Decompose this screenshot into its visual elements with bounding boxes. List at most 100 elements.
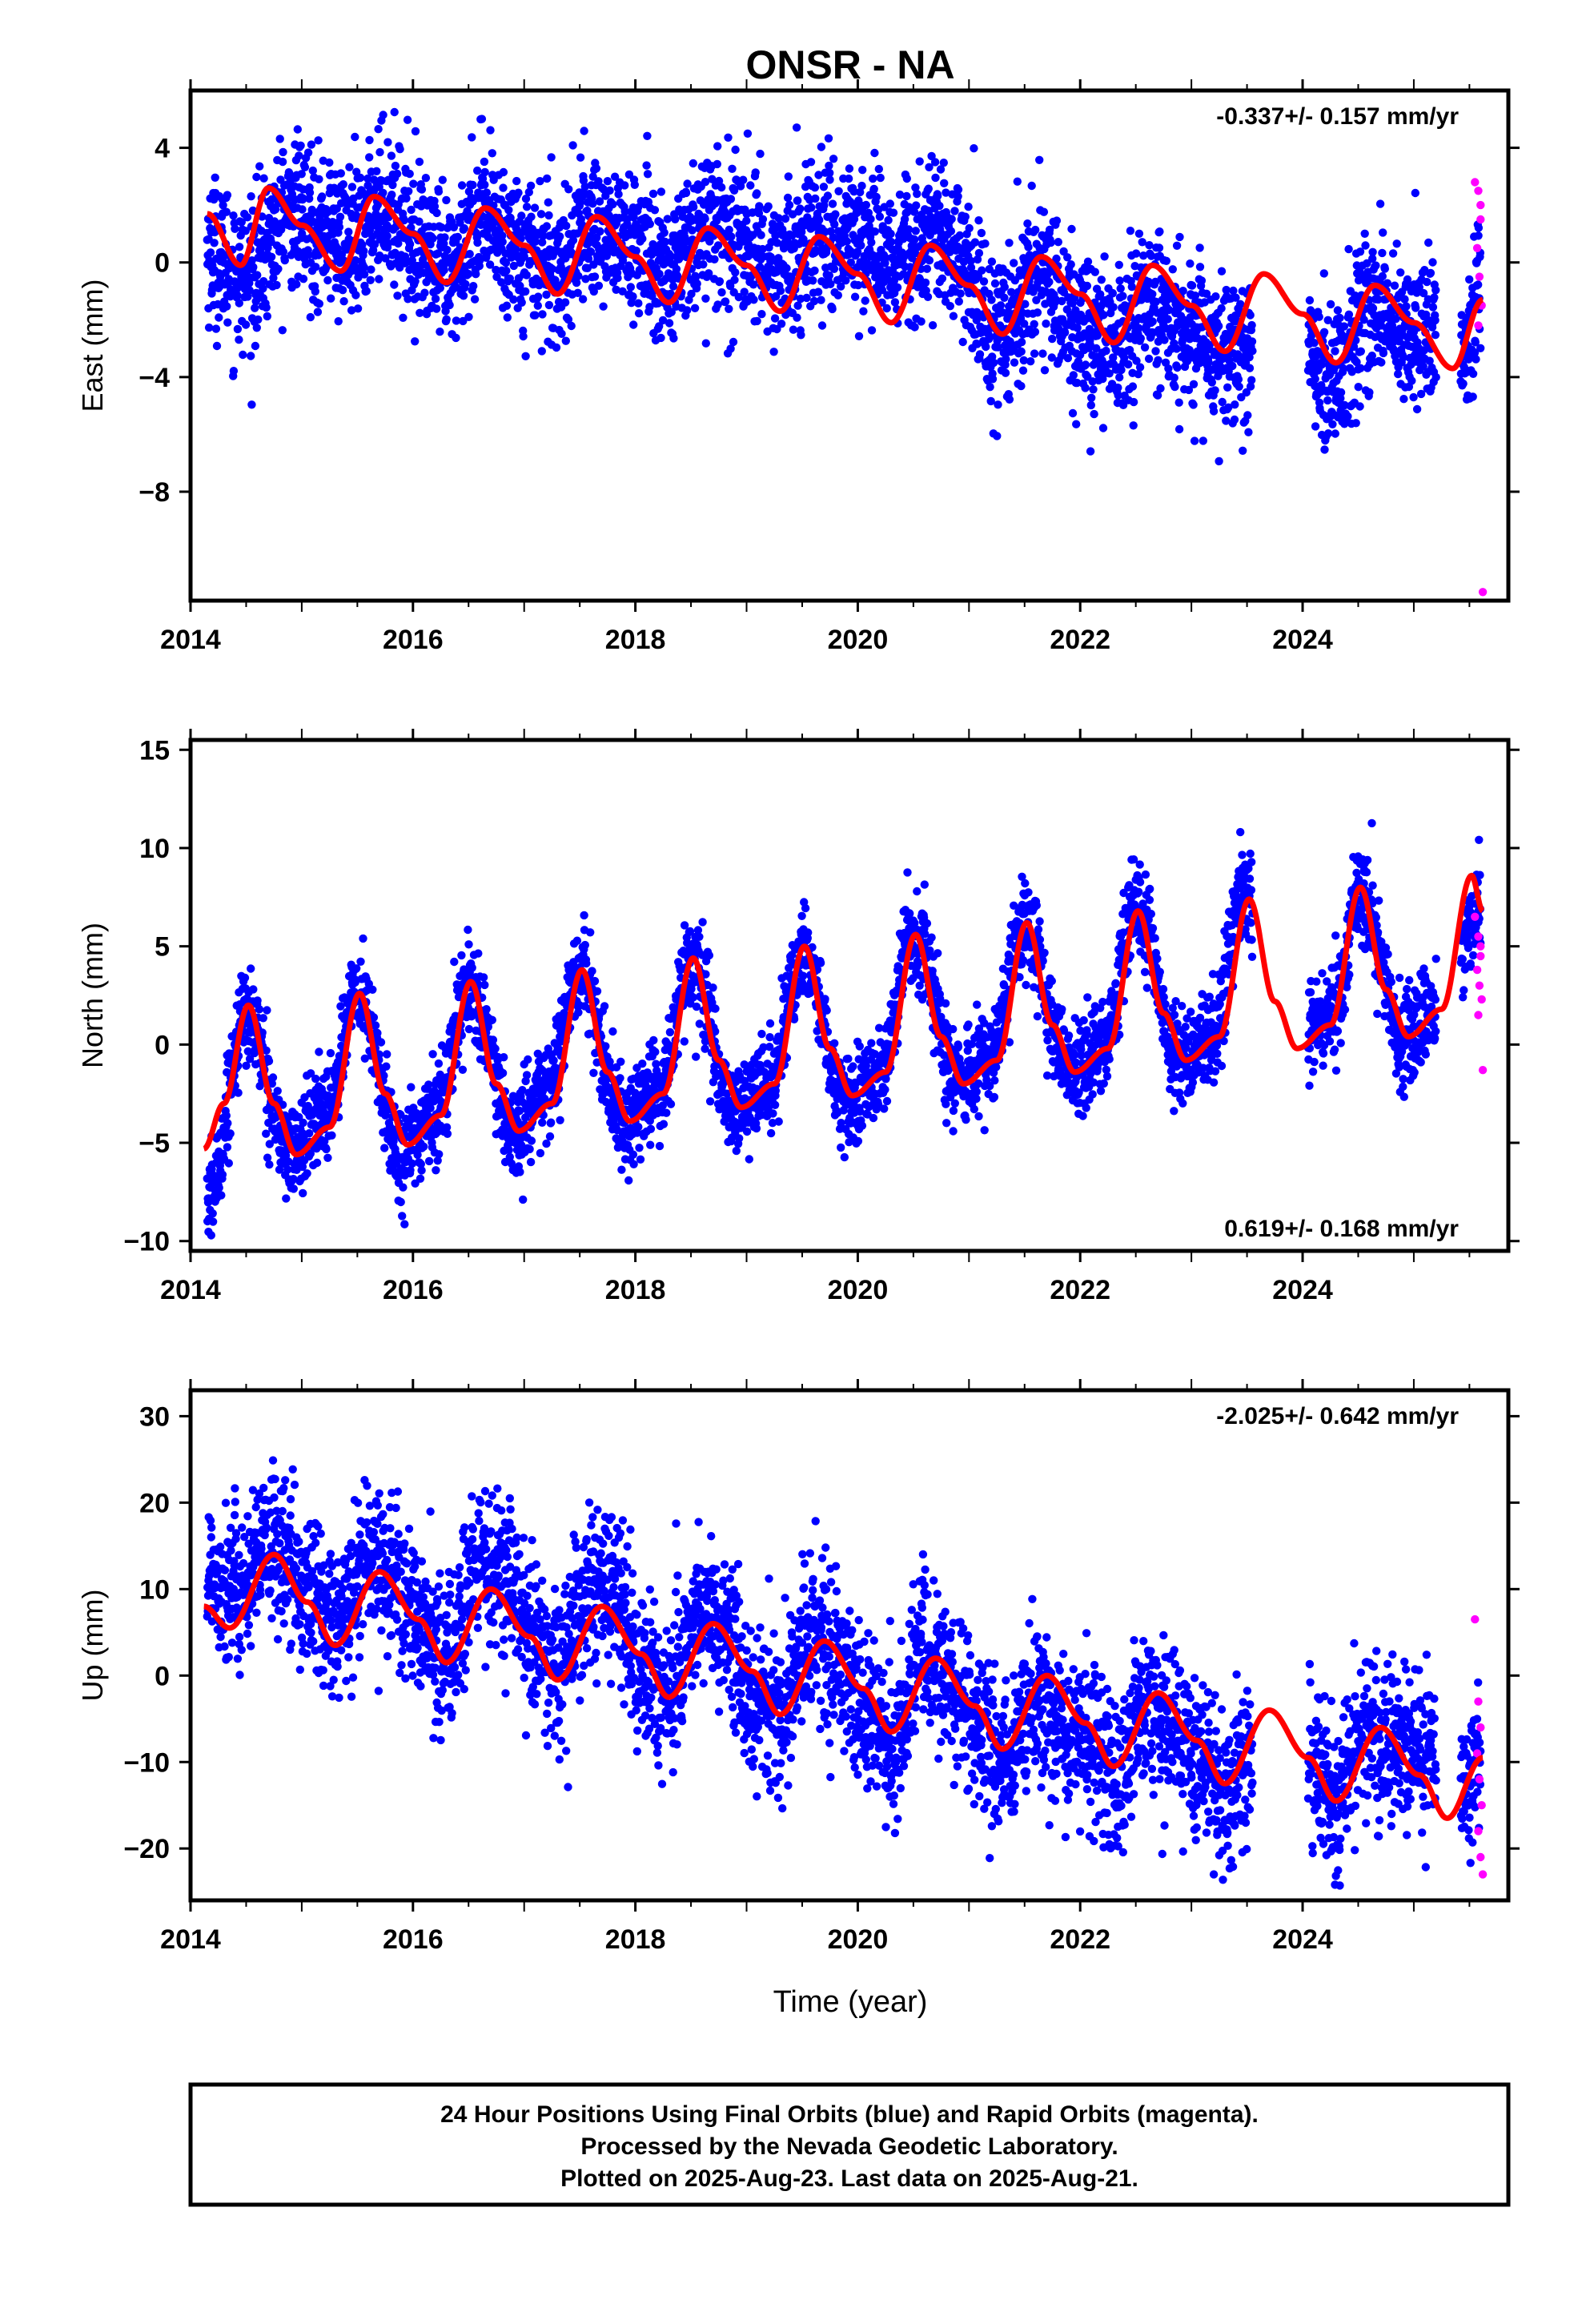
east-final-point [411,277,420,286]
east-final-point [613,274,622,283]
east-final-point [338,286,347,295]
east-final-point [459,292,468,300]
east-final-point [783,193,793,203]
east-final-point [556,232,564,241]
east-final-point [917,317,926,326]
east-final-point [1319,269,1329,278]
east-final-point [1067,224,1076,234]
east-final-point [1378,248,1387,258]
east-final-point [902,191,911,201]
east-final-point [1245,364,1255,372]
east-final-point [498,237,507,247]
east-final-point [1328,420,1337,428]
east-final-point [739,175,748,184]
east-final-point [717,287,726,297]
east-final-point [1039,207,1049,216]
east-final-point [923,292,933,301]
north-final-point [299,1118,307,1128]
east-final-point [477,115,487,123]
east-final-point [298,205,307,214]
east-final-point [1199,436,1208,445]
east-final-point [387,151,396,160]
east-final-point [561,336,570,345]
east-final-point [300,163,310,171]
east-final-point [1231,400,1239,409]
east-final-point [793,313,801,322]
east-y-tick-label: −8 [139,477,170,508]
east-final-point [594,177,603,186]
east-final-point [819,183,829,191]
east-final-point [514,188,523,197]
east-final-point [278,157,287,167]
east-final-point [468,133,476,142]
east-final-point [1066,260,1075,269]
east-final-point [1073,324,1082,332]
east-final-point [1207,378,1217,387]
east-final-point [638,234,647,243]
east-final-point [469,282,478,291]
east-final-point [1168,265,1178,274]
east-final-point [904,225,913,234]
east-final-point [576,215,585,223]
north-final-point [208,1217,218,1226]
east-final-point [845,164,854,173]
east-final-point [404,187,413,195]
east-final-point [833,291,843,300]
east-final-point [817,296,825,304]
north-final-point [208,1209,217,1218]
east-final-point [415,217,424,226]
east-final-point [433,249,443,258]
east-final-point [1156,384,1165,393]
east-final-point [211,173,219,182]
east-final-point [1187,281,1197,290]
east-final-point [974,248,984,258]
east-final-point [1042,320,1050,328]
east-final-point [1063,253,1072,262]
east-final-point [327,294,335,303]
east-final-point [1399,395,1408,404]
east-final-point [1371,261,1380,270]
east-final-point [1339,322,1349,331]
east-final-point [1335,313,1344,323]
east-final-point [486,126,495,135]
east-final-point [1426,268,1435,278]
east-final-point [1431,286,1440,295]
east-final-point [1333,306,1343,315]
east-final-point [1023,219,1032,228]
east-final-point [1476,344,1485,352]
east-final-point [1090,409,1098,419]
east-final-point [325,158,334,167]
east-final-point [335,223,344,231]
east-rapid-point [1474,187,1483,195]
east-final-point [921,278,930,287]
east-final-point [476,256,484,265]
east-x-tick-label: 2022 [1050,625,1110,655]
east-y-tick-label: 4 [155,134,170,164]
east-final-point [1428,303,1438,312]
east-final-point [430,202,440,211]
east-final-point [365,135,374,145]
east-final-point [1173,363,1182,372]
north-final-point [264,1056,274,1066]
east-final-point [947,215,956,223]
north-final-point [398,1212,407,1220]
east-final-point [1068,408,1078,418]
east-final-point [235,336,243,344]
east-final-point [404,295,412,304]
east-final-point [979,277,989,286]
east-final-point [910,323,919,332]
east-final-point [245,279,254,287]
east-final-point [253,271,262,279]
east-final-point [233,291,242,300]
east-final-point [432,208,441,218]
east-final-point [769,348,778,356]
east-final-point [626,283,635,292]
north-final-point [479,973,488,982]
north-final-point [289,1184,298,1193]
east-final-point [480,167,489,177]
east-final-point [954,185,963,194]
east-final-point [813,287,823,296]
east-final-point [630,180,639,189]
east-final-point [876,173,885,183]
east-x-tick-label: 2018 [605,625,666,655]
